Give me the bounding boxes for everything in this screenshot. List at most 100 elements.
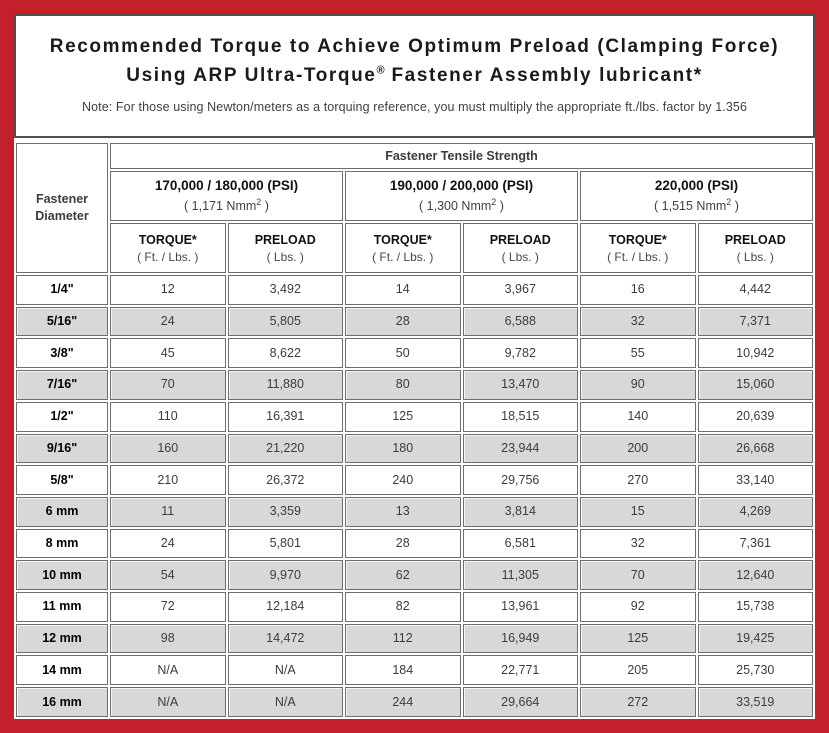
preload-value-cell: 4,269 [697,496,813,527]
torque-value-cell: 14 [345,275,461,305]
torque-value-cell: 55 [580,338,696,369]
diameter-cell: 16 mm [16,687,108,717]
preload-value-cell: 6,581 [462,528,578,559]
psi-group-header-1: 170,000 / 180,000 (PSI) ( 1,171 Nmm2 ) [110,171,343,221]
preload-value-cell: 10,942 [697,338,813,369]
preload-value-cell: 16,391 [227,401,343,432]
preload-value-cell: 5,805 [227,306,343,337]
torque-header-1: TORQUE* ( Ft. / Lbs. ) [110,223,226,273]
torque-value-cell: 270 [580,465,696,495]
preload-value-cell: 25,730 [697,655,813,686]
preload-value-cell: 29,756 [462,465,578,495]
title-line2: Using ARP Ultra-Torque® Fastener Assembl… [126,65,703,87]
title-box: Recommended Torque to Achieve Optimum Pr… [14,14,815,138]
diameter-cell: 14 mm [16,655,108,686]
preload-value-cell: 14,472 [227,623,343,654]
preload-value-cell: 18,515 [462,401,578,432]
torque-value-cell: 70 [110,370,226,400]
tensile-strength-banner: Fastener Tensile Strength [110,143,813,169]
title-line1: Recommended Torque to Achieve Optimum Pr… [49,36,780,57]
torque-value-cell: 184 [345,655,461,686]
torque-value-cell: 180 [345,433,461,464]
preload-header-1: PRELOAD ( Lbs. ) [227,223,343,273]
diameter-cell: 10 mm [16,560,108,591]
torque-value-cell: 160 [110,433,226,464]
preload-value-cell: 33,140 [697,465,813,495]
preload-value-cell: 33,519 [697,687,813,717]
torque-value-cell: 32 [580,306,696,337]
table-row: 10 mm 54 9,970 62 11,305 70 12,640 [16,560,813,591]
preload-value-cell: 9,782 [462,338,578,369]
preload-value-cell: 26,372 [227,465,343,495]
torque-value-cell: 32 [580,528,696,559]
torque-value-cell: 28 [345,306,461,337]
preload-value-cell: 3,359 [227,496,343,527]
torque-value-cell: 11 [110,496,226,527]
preload-value-cell: 8,622 [227,338,343,369]
torque-value-cell: 200 [580,433,696,464]
preload-value-cell: 16,949 [462,623,578,654]
diameter-cell: 6 mm [16,496,108,527]
table-row: 1/4" 12 3,492 14 3,967 16 4,442 [16,275,813,305]
torque-value-cell: 24 [110,306,226,337]
torque-value-cell: 244 [345,687,461,717]
preload-value-cell: 15,738 [697,592,813,622]
torque-value-cell: 110 [110,401,226,432]
torque-value-cell: 54 [110,560,226,591]
note-text: Note: For those using Newton/meters as a… [81,99,747,114]
preload-value-cell: 6,588 [462,306,578,337]
diameter-cell: 1/2" [16,401,108,432]
diameter-cell: 8 mm [16,528,108,559]
table-row: 14 mm N/A N/A 184 22,771 205 25,730 [16,655,813,686]
torque-value-cell: 125 [345,401,461,432]
diameter-cell: 7/16" [16,370,108,400]
preload-value-cell: 9,970 [227,560,343,591]
torque-header-3: TORQUE* ( Ft. / Lbs. ) [580,223,696,273]
preload-value-cell: 7,361 [697,528,813,559]
torque-value-cell: 205 [580,655,696,686]
diameter-cell: 3/8" [16,338,108,369]
torque-value-cell: 90 [580,370,696,400]
table-row: 11 mm 72 12,184 82 13,961 92 15,738 [16,592,813,622]
preload-value-cell: 12,184 [227,592,343,622]
table-row: 5/16" 24 5,805 28 6,588 32 7,371 [16,306,813,337]
torque-value-cell: 72 [110,592,226,622]
registered-trademark-symbol: ® [376,65,385,78]
torque-value-cell: 24 [110,528,226,559]
torque-value-cell: 140 [580,401,696,432]
torque-value-cell: 272 [580,687,696,717]
torque-value-cell: 82 [345,592,461,622]
torque-value-cell: 12 [110,275,226,305]
table-row: 12 mm 98 14,472 112 16,949 125 19,425 [16,623,813,654]
preload-value-cell: 3,814 [462,496,578,527]
preload-header-2: PRELOAD ( Lbs. ) [462,223,578,273]
torque-value-cell: 50 [345,338,461,369]
diameter-cell: 5/8" [16,465,108,495]
torque-value-cell: N/A [110,687,226,717]
table-row: 6 mm 11 3,359 13 3,814 15 4,269 [16,496,813,527]
preload-value-cell: 19,425 [697,623,813,654]
preload-value-cell: 5,801 [227,528,343,559]
torque-value-cell: 210 [110,465,226,495]
preload-value-cell: 3,492 [227,275,343,305]
torque-value-cell: N/A [110,655,226,686]
diameter-column-header: Fastener Diameter [16,143,108,273]
torque-value-cell: 98 [110,623,226,654]
preload-value-cell: 3,967 [462,275,578,305]
torque-value-cell: 62 [345,560,461,591]
preload-value-cell: 7,371 [697,306,813,337]
torque-table: Fastener Diameter Fastener Tensile Stren… [14,141,815,719]
preload-value-cell: 13,470 [462,370,578,400]
diameter-cell: 11 mm [16,592,108,622]
psi-group-header-2: 190,000 / 200,000 (PSI) ( 1,300 Nmm2 ) [345,171,578,221]
table-row: 7/16" 70 11,880 80 13,470 90 15,060 [16,370,813,400]
preload-value-cell: 15,060 [697,370,813,400]
preload-value-cell: 29,664 [462,687,578,717]
preload-value-cell: 4,442 [697,275,813,305]
torque-value-cell: 45 [110,338,226,369]
preload-header-3: PRELOAD ( Lbs. ) [697,223,813,273]
preload-value-cell: 12,640 [697,560,813,591]
preload-value-cell: 22,771 [462,655,578,686]
table-row: 16 mm N/A N/A 244 29,664 272 33,519 [16,687,813,717]
